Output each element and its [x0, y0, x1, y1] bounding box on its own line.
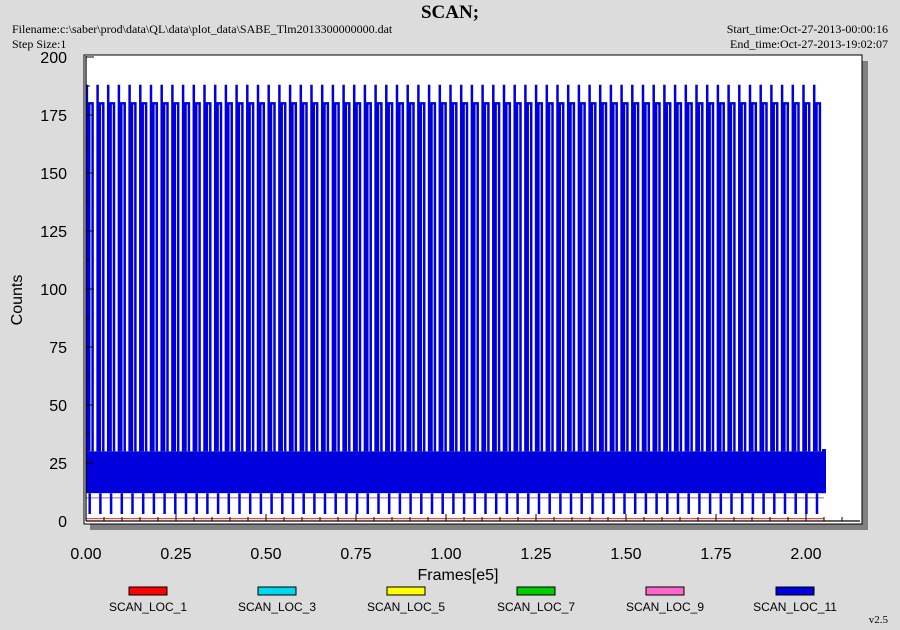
legend-item: SCAN_LOC_9: [626, 586, 704, 614]
filename-label: Filename:c:\saber\prod\data\QL\data\plot…: [12, 22, 393, 36]
y-axis-label: Counts: [9, 275, 26, 326]
x-tick-label: 0.50: [250, 546, 281, 563]
legend-label: SCAN_LOC_9: [626, 600, 704, 614]
series-trace: [85, 84, 822, 514]
legend-item: SCAN_LOC_3: [238, 586, 316, 614]
y-tick-label: 125: [40, 224, 67, 241]
x-tick-label: 0.75: [340, 546, 371, 563]
legend-swatch: [645, 586, 685, 596]
y-tick-label: 175: [40, 108, 67, 125]
legend-swatch: [516, 586, 556, 596]
legend-swatch: [128, 586, 168, 596]
y-tick-label: 200: [40, 50, 67, 67]
start-time-label: Start_time:Oct-27-2013-00:00:16: [726, 22, 888, 36]
y-tick-label: 100: [40, 282, 67, 299]
series-scan-loc-11: [85, 84, 826, 514]
series-layer: [85, 84, 826, 520]
legend-label: SCAN_LOC_5: [367, 600, 445, 614]
baseline-band: [86, 451, 824, 494]
y-tick-label: 25: [49, 456, 67, 473]
legend: SCAN_LOC_1 SCAN_LOC_3 SCAN_LOC_5 SCAN_LOC_7…: [109, 586, 837, 614]
page-title: SCAN;: [420, 2, 480, 23]
axis-layer: 0 25 50 75 100 125 150 175 200 0.00 0.25 0.50 0.75 1.…: [40, 50, 860, 563]
series-end: [822, 449, 826, 494]
version-label: v2.5: [868, 614, 888, 626]
y-tick-label: 0: [58, 514, 67, 531]
legend-label: SCAN_LOC_3: [238, 600, 316, 614]
end-time-label: End_time:Oct-27-2013-19:02:07: [730, 37, 888, 51]
legend-swatch: [257, 586, 297, 596]
y-tick-label: 75: [49, 340, 67, 357]
legend-swatch: [386, 586, 426, 596]
x-tick-label: 2.00: [790, 546, 821, 563]
y-tick-label: 50: [49, 398, 67, 415]
step-size-label: Step Size:1: [12, 37, 67, 51]
legend-item: SCAN_LOC_1: [109, 586, 187, 614]
legend-label: SCAN_LOC_11: [753, 600, 837, 614]
legend-label: SCAN_LOC_1: [109, 600, 187, 614]
x-tick-label: 0.25: [160, 546, 191, 563]
y-tick-label: 150: [40, 166, 67, 183]
legend-item: SCAN_LOC_5: [367, 586, 445, 614]
legend-item: SCAN_LOC_11: [753, 586, 837, 614]
x-tick-label: 1.00: [430, 546, 461, 563]
x-tick-label: 1.75: [700, 546, 731, 563]
legend-swatch: [775, 586, 815, 596]
x-tick-label: 0.00: [70, 546, 101, 563]
x-axis-label: Frames[e5]: [418, 567, 499, 584]
x-tick-label: 1.25: [520, 546, 551, 563]
legend-item: SCAN_LOC_7: [497, 586, 575, 614]
x-tick-label: 1.50: [610, 546, 641, 563]
legend-label: SCAN_LOC_7: [497, 600, 575, 614]
